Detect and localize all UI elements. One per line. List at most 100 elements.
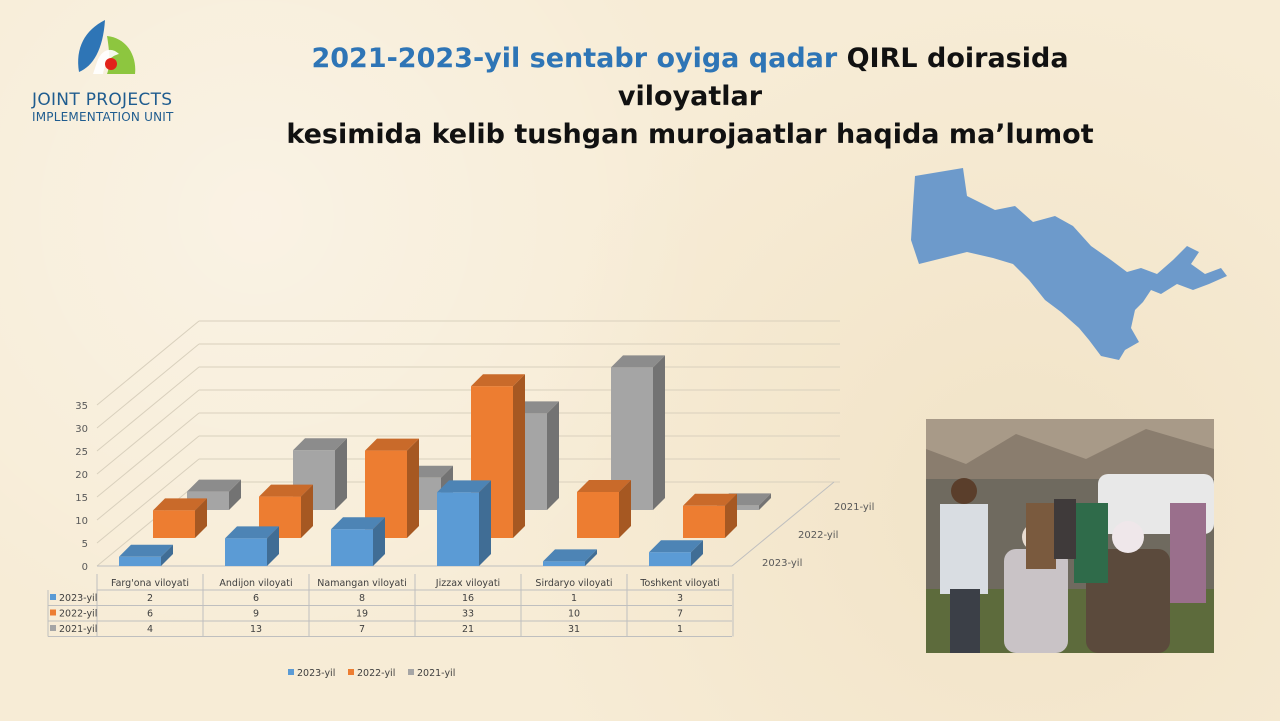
bar-side [373, 517, 385, 566]
bar-top [471, 374, 525, 387]
bar-chart: 051015202530352021-yil2022-yil2023-yilFa… [47, 320, 874, 679]
category-label: Sirdaryo viloyati [535, 578, 612, 589]
bar-front [225, 538, 267, 566]
bar-side [585, 549, 597, 566]
bar-front [577, 492, 619, 538]
bar-side [619, 480, 631, 538]
bar-2023-yil-Sirdaryo viloyati [543, 549, 597, 566]
gridline-side [96, 343, 200, 429]
table-value: 7 [677, 609, 683, 620]
bar-side [725, 493, 737, 538]
page-title: 2021-2023-yil sentabr oyiga qadar QIRL d… [240, 40, 1140, 154]
y-tick-label: 20 [75, 470, 88, 481]
bar-top [365, 438, 419, 451]
bar-front [683, 505, 725, 538]
logo-emblem-icon [78, 20, 136, 74]
bar-front [717, 505, 759, 510]
table-value: 1 [571, 593, 577, 604]
legend-key [348, 669, 354, 675]
bar-2023-yil-Jizzax viloyati [437, 480, 491, 566]
category-label: Jizzax viloyati [435, 578, 500, 589]
bar-top [543, 549, 597, 562]
bar-side [547, 401, 559, 510]
table-value: 10 [568, 609, 580, 620]
table-value: 4 [147, 624, 153, 635]
bar-top [259, 484, 313, 497]
logo-line1: JOINT PROJECTS [32, 90, 173, 110]
table-value: 8 [359, 593, 365, 604]
bar-top [331, 517, 385, 530]
gridline-side [96, 389, 200, 475]
gridline-side [96, 481, 200, 567]
y-tick-label: 25 [75, 447, 88, 458]
bar-side [161, 544, 173, 566]
table-value: 3 [677, 593, 683, 604]
bar-side [229, 479, 241, 510]
gridline-side [96, 412, 200, 498]
table-series-label: 2021-yil [59, 624, 97, 635]
y-tick-label: 35 [75, 401, 88, 412]
bar-side [691, 540, 703, 566]
table-series-label: 2022-yil [59, 609, 97, 620]
table-legend-key [50, 625, 56, 631]
legend-key [408, 669, 414, 675]
table-value: 9 [253, 609, 259, 620]
uzbekistan-map-icon [911, 168, 1227, 360]
table-legend-key [50, 609, 56, 616]
bar-side [301, 484, 313, 538]
bar-2023-yil-Andijon viloyati [225, 526, 279, 566]
gridline-side [96, 320, 200, 406]
category-label: Toshkent viloyati [639, 578, 719, 589]
bar-front [437, 492, 479, 566]
table-value: 6 [147, 609, 153, 620]
bar-top [611, 355, 665, 368]
jpiu-logo: JOINT PROJECTS IMPLEMENTATION UNIT [22, 16, 197, 131]
depth-label: 2021-yil [834, 502, 874, 513]
bar-front [331, 529, 373, 566]
bar-2023-yil-Namangan viloyati [331, 517, 385, 566]
bar-front [649, 552, 691, 566]
table-value: 19 [356, 609, 368, 620]
bar-front [153, 510, 195, 538]
bar-2022-yil-Farg'ona viloyati [153, 498, 207, 538]
bar-top [437, 480, 491, 493]
bar-side [195, 498, 207, 538]
bar-side [479, 480, 491, 566]
y-tick-label: 10 [75, 516, 88, 527]
depth-label: 2022-yil [798, 530, 838, 541]
gridline-side [96, 458, 200, 544]
table-value: 7 [359, 624, 365, 635]
group-photo-icon [926, 419, 1214, 653]
table-value: 13 [250, 624, 262, 635]
category-label: Namangan viloyati [317, 578, 406, 589]
y-tick-label: 30 [75, 424, 88, 435]
legend-key [288, 669, 294, 675]
table-value: 31 [568, 624, 580, 635]
bar-top [683, 493, 737, 506]
title-highlight: 2021-2023-yil sentabr oyiga qadar [311, 43, 838, 74]
bar-top [577, 480, 631, 492]
bar-side [407, 438, 419, 538]
table-value: 1 [677, 624, 683, 635]
group-photo [926, 419, 1214, 653]
bar-side [759, 493, 771, 510]
legend-label: 2022-yil [357, 668, 395, 679]
depth-label: 2023-yil [762, 558, 802, 569]
table-value: 21 [462, 624, 474, 635]
category-label: Andijon viloyati [219, 578, 292, 589]
title-rest: QIRL doirasida viloyatlar [617, 43, 1069, 112]
bar-2022-yil-Toshkent viloyati [683, 493, 737, 538]
bar-top [119, 544, 173, 557]
table-value: 16 [462, 593, 474, 604]
bar-top [153, 498, 207, 511]
bar-front [119, 556, 161, 566]
table-legend-key [50, 594, 56, 600]
legend: 2023-yil 2022-yil 2021-yil [288, 668, 455, 679]
bar-top [225, 526, 279, 539]
bar-side [335, 438, 347, 510]
bar-top [649, 540, 703, 553]
y-tick-label: 5 [82, 539, 88, 550]
category-label: Farg'ona viloyati [111, 578, 189, 589]
data-table: Farg'ona viloyati Andijon viloyati Namanga… [47, 574, 734, 637]
gridline-side [96, 366, 200, 452]
